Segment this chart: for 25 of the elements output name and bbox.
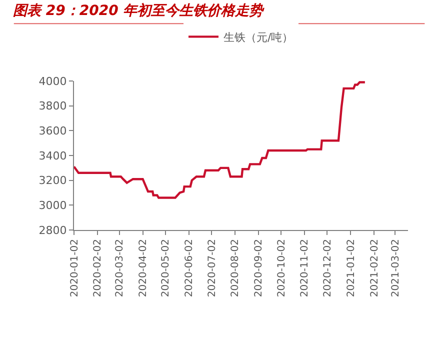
x-tick-label: 2020-07-02	[206, 239, 218, 298]
y-tick-label: 3200	[38, 174, 67, 188]
x-tick-label: 2020-09-02	[254, 239, 265, 298]
x-tick-label: 2020-02-02	[92, 239, 104, 298]
x-tick-label: 2021-02-02	[369, 239, 380, 298]
y-tick-label: 4000	[38, 74, 67, 88]
x-tick-label: 2020-12-02	[322, 239, 334, 298]
x-tick-label: 2020-03-02	[114, 239, 126, 298]
y-tick-label: 3000	[38, 199, 67, 212]
x-tick-label: 2020-10-02	[276, 239, 288, 298]
y-tick-label: 2800	[38, 224, 67, 237]
x-tick-label: 2020-05-02	[160, 239, 172, 298]
x-tick-label: 2020-08-02	[230, 239, 242, 298]
x-tick-label: 2020-11-02	[300, 239, 311, 298]
y-tick-label: 3800	[38, 100, 67, 113]
line-series	[74, 81, 366, 199]
x-tick-label: 2021-01-02	[346, 239, 357, 298]
legend-label: 生铁（元/吨）	[224, 30, 294, 44]
x-tick-label: 2020-01-02	[69, 239, 80, 298]
y-tick-label: 3400	[38, 149, 67, 162]
y-tick-label: 3600	[38, 124, 67, 138]
x-tick-label: 2020-04-02	[138, 239, 150, 298]
x-tick-label: 2020-06-02	[184, 239, 196, 298]
chart-title: 图表 29：2020 年初至今生铁价格走势	[12, 2, 266, 20]
x-tick-label: 2021-03-02	[390, 239, 402, 298]
